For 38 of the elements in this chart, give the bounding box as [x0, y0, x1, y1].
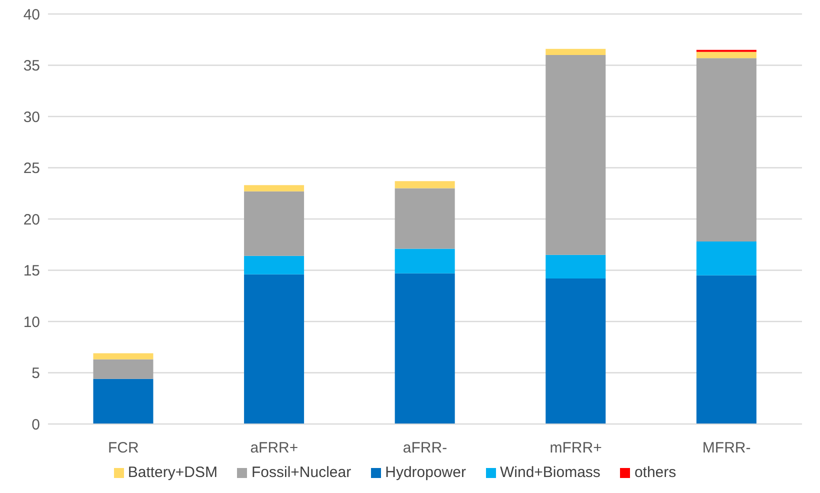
bar: [394, 273, 455, 424]
y-tick-label: 25: [23, 160, 40, 178]
legend-label: Hydropower: [385, 464, 466, 481]
x-tick-label: aFRR-: [402, 440, 448, 457]
y-tick-label: 5: [32, 365, 40, 382]
x-tick-label: mFRR+: [550, 440, 602, 457]
y-tick-label: 35: [23, 58, 40, 75]
bar: [93, 378, 154, 424]
bar: [696, 275, 756, 424]
bar: [244, 185, 304, 192]
bar: [546, 254, 606, 278]
y-tick-label: 0: [32, 416, 40, 434]
y-tick-label: 30: [23, 108, 40, 126]
x-tick-label: aFRR+: [250, 440, 298, 457]
bar: [546, 55, 606, 255]
bar: [394, 188, 455, 249]
bar: [394, 248, 455, 274]
bar: [696, 52, 756, 58]
legend-label: Wind+Biomass: [500, 464, 600, 481]
x-tick-label: FCR: [108, 440, 139, 457]
bar: [93, 353, 154, 360]
legend-label: Battery+DSM: [128, 464, 218, 481]
x-tick-label: MFRR-: [702, 440, 751, 457]
bar: [244, 191, 304, 256]
bar: [696, 242, 756, 276]
y-tick-label: 40: [23, 6, 40, 24]
y-tick-label: 15: [23, 262, 40, 280]
bar: [93, 359, 154, 379]
bar: [244, 274, 304, 424]
bar: [546, 48, 606, 55]
legend-label: Fossil+Nuclear: [251, 464, 352, 481]
y-tick-label: 20: [23, 211, 40, 228]
bar: [244, 256, 304, 274]
bar: [394, 181, 455, 188]
bar: [696, 58, 756, 242]
legend-label: others: [634, 464, 676, 481]
y-tick-label: 10: [23, 314, 40, 331]
bar: [546, 278, 606, 424]
